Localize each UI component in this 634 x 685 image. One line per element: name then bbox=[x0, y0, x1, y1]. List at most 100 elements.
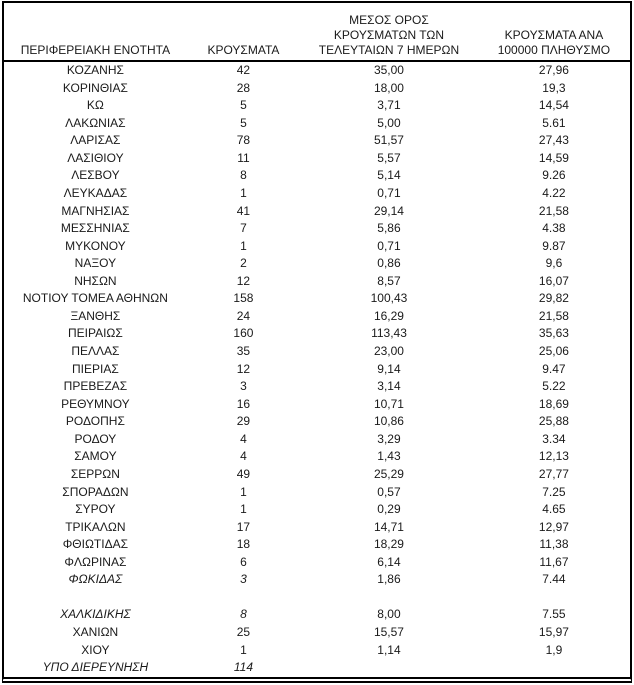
cell-per100k: 25,88 bbox=[538, 414, 569, 429]
table-row: ΦΩΚΙΔΑΣ 3 1,86 7.44 bbox=[4, 571, 630, 589]
cell-avg7: 3,71 bbox=[377, 98, 401, 113]
cell-avg7: 0,29 bbox=[377, 502, 401, 517]
cell-cases: 17 bbox=[236, 519, 251, 534]
cell-avg7: 5,14 bbox=[377, 168, 401, 183]
cell-region: ΣΑΜΟΥ bbox=[74, 449, 117, 464]
cell-region: ΦΩΚΙΔΑΣ bbox=[68, 572, 123, 587]
cell-per100k: 4.22 bbox=[542, 185, 566, 200]
cell-per100k: 9,6 bbox=[545, 256, 563, 271]
cell-avg7 bbox=[300, 659, 478, 677]
cell-cases: 28 bbox=[236, 80, 251, 95]
cell-cases: 12 bbox=[236, 361, 251, 376]
cell-per100k: 12,13 bbox=[538, 449, 569, 464]
table-body: ΚΟΖΑΝΗΣ 42 35,00 27,96 ΚΟΡΙΝΘΙΑΣ 28 18,00 19,3 Κ… bbox=[4, 61, 630, 677]
cell-region: ΦΛΩΡΙΝΑΣ bbox=[64, 554, 127, 569]
cell-cases: 41 bbox=[236, 203, 251, 218]
cell-avg7: 8,00 bbox=[377, 607, 401, 622]
cell-cases: 6 bbox=[240, 554, 247, 569]
cell-per100k: 4.65 bbox=[542, 502, 566, 517]
blank-cell bbox=[187, 589, 300, 607]
cell-region: ΥΠΟ ΔΙΕΡΕΥΝΗΣΗ bbox=[42, 660, 149, 675]
cell-region: ΛΕΥΚΑΔΑΣ bbox=[63, 185, 128, 200]
cell-region: ΦΘΙΩΤΙΔΑΣ bbox=[62, 537, 129, 552]
cell-cases: 1 bbox=[240, 484, 247, 499]
cell-cases: 1 bbox=[240, 502, 247, 517]
table-row: ΝΑΞΟΥ 2 0,86 9,6 bbox=[4, 255, 630, 273]
cell-per100k: 3.34 bbox=[542, 431, 566, 446]
cell-per100k: 21,58 bbox=[538, 203, 569, 218]
cell-avg7: 1,14 bbox=[377, 642, 401, 657]
cell-per100k: 27,43 bbox=[538, 133, 569, 148]
cell-per100k: 16,07 bbox=[538, 273, 569, 288]
cell-avg7: 0,71 bbox=[377, 185, 401, 200]
cell-region: ΝΑΞΟΥ bbox=[74, 256, 117, 271]
cell-avg7: 15,57 bbox=[373, 625, 404, 640]
cell-region: ΜΥΚΟΝΟΥ bbox=[65, 238, 126, 253]
col-header-region: ΠΕΡΙΦΕΡΕΙΑΚΗ ΕΝΟΤΗΤΑ bbox=[4, 3, 187, 62]
cell-cases: 5 bbox=[240, 98, 247, 113]
cell-cases: 49 bbox=[236, 466, 251, 481]
cell-per100k: 18,69 bbox=[538, 396, 569, 411]
cell-avg7: 10,86 bbox=[373, 414, 404, 429]
cell-region: ΣΥΡΟΥ bbox=[75, 502, 116, 517]
cell-per100k: 14,59 bbox=[538, 150, 569, 165]
cell-region: ΝΗΣΩΝ bbox=[74, 273, 117, 288]
cell-per100k bbox=[478, 659, 630, 677]
cell-cases: 1 bbox=[240, 185, 247, 200]
table-row: ΝΗΣΩΝ 12 8,57 16,07 bbox=[4, 273, 630, 291]
cell-per100k: 11,38 bbox=[539, 537, 569, 552]
cell-cases: 1 bbox=[240, 642, 247, 657]
cell-avg7: 18,00 bbox=[373, 80, 404, 95]
cell-per100k: 27,77 bbox=[538, 466, 569, 481]
cell-region: ΛΑΣΙΘΙΟΥ bbox=[67, 150, 124, 165]
cell-region: ΧΑΝΙΩΝ bbox=[72, 625, 119, 640]
cell-cases: 160 bbox=[233, 326, 254, 341]
cell-cases: 35 bbox=[236, 344, 251, 359]
table-row: ΣΥΡΟΥ 1 0,29 4.65 bbox=[4, 501, 630, 519]
col-header-per100k: ΚΡΟΥΣΜΑΤΑ ΑΝΑ 100000 ΠΛΗΘΥΣΜΟ bbox=[477, 3, 630, 62]
cell-cases: 158 bbox=[233, 291, 254, 306]
cell-per100k: 7.25 bbox=[542, 484, 566, 499]
cell-avg7: 3,14 bbox=[377, 379, 401, 394]
table-row: ΧΑΝΙΩΝ 25 15,57 15,97 bbox=[4, 624, 630, 642]
cell-cases: 4 bbox=[240, 449, 247, 464]
table-row: ΧΙΟΥ 1 1,14 1,9 bbox=[4, 642, 630, 660]
cell-per100k: 25,06 bbox=[538, 344, 569, 359]
table-row: ΠΙΕΡΙΑΣ 12 9,14 9.47 bbox=[4, 361, 630, 379]
table-row: ΚΟΖΑΝΗΣ 42 35,00 27,96 bbox=[4, 61, 630, 80]
cell-per100k: 21,58 bbox=[538, 308, 569, 323]
cell-cases: 12 bbox=[236, 273, 251, 288]
cell-per100k: 15,97 bbox=[538, 625, 569, 640]
cell-cases: 3 bbox=[240, 572, 247, 587]
cell-per100k: 7.55 bbox=[542, 607, 566, 622]
cell-avg7: 29,14 bbox=[373, 203, 404, 218]
cell-region: ΤΡΙΚΑΛΩΝ bbox=[65, 519, 126, 534]
col-header-avg7: ΜΕΣΟΣ ΟΡΟΣ ΚΡΟΥΣΜΑΤΩΝ ΤΩΝ ΤΕΛΕΥΤΑΙΩΝ 7 Η… bbox=[300, 3, 478, 62]
blank-row bbox=[4, 589, 630, 607]
cell-region: ΣΕΡΡΩΝ bbox=[70, 466, 120, 481]
cell-region: ΚΟΖΑΝΗΣ bbox=[66, 63, 124, 78]
cell-region: ΠΙΕΡΙΑΣ bbox=[72, 361, 119, 376]
table-row: ΡΟΔΟΠΗΣ 29 10,86 25,88 bbox=[4, 413, 630, 431]
cell-per100k: 12,97 bbox=[538, 519, 569, 534]
cell-per100k: 7.44 bbox=[542, 572, 566, 587]
table-row: ΣΠΟΡΑΔΩΝ 1 0,57 7.25 bbox=[4, 484, 630, 502]
table-row: ΡΕΘΥΜΝΟΥ 16 10,71 18,69 bbox=[4, 396, 630, 414]
cell-avg7: 51,57 bbox=[373, 133, 404, 148]
cell-region: ΜΑΓΝΗΣΙΑΣ bbox=[61, 203, 130, 218]
cell-per100k: 5.22 bbox=[542, 379, 566, 394]
cell-cases: 4 bbox=[240, 431, 247, 446]
table-row: ΚΟΡΙΝΘΙΑΣ 28 18,00 19,3 bbox=[4, 80, 630, 98]
cell-avg7: 23,00 bbox=[373, 344, 404, 359]
cell-cases: 1 bbox=[240, 238, 247, 253]
cell-avg7: 14,71 bbox=[373, 519, 404, 534]
cell-cases: 114 bbox=[233, 660, 253, 675]
cell-avg7: 5,86 bbox=[377, 221, 401, 236]
cell-avg7: 9,14 bbox=[377, 361, 401, 376]
cell-region: ΠΕΛΛΑΣ bbox=[71, 344, 120, 359]
cell-avg7: 1,43 bbox=[377, 449, 401, 464]
table-row: ΠΡΕΒΕΖΑΣ 3 3,14 5.22 bbox=[4, 378, 630, 396]
cell-per100k: 14,54 bbox=[538, 98, 569, 113]
table-row: ΝΟΤΙΟΥ ΤΟΜΕΑ ΑΘΗΝΩΝ 158 100,43 29,82 bbox=[4, 290, 630, 308]
